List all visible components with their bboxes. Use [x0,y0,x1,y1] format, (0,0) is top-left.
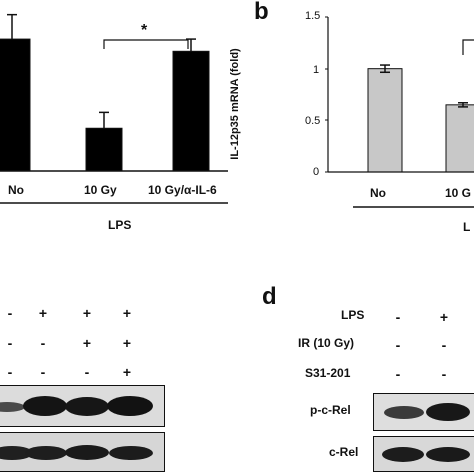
d-sign-r1-c0: - [395,337,401,353]
significance-bracket [103,39,189,49]
c-sign-r1-c1: - [40,335,46,351]
c-sign-r2-c3: + [122,364,132,380]
panel-b-xlabel-no: No [370,186,386,200]
d-sign-r0-c0: - [395,309,401,325]
d-sign-r2-c1: - [441,366,447,382]
c-sign-r0-c1: + [38,305,48,321]
panel-c-blot-lower [0,432,165,472]
c-lower-band-2 [25,446,67,460]
c-sign-r0-c3: + [122,305,132,321]
panel-b-bracket [462,39,474,55]
d-sign-r2-c0: - [395,366,401,382]
d-row-label-ir: IR (10 Gy) [298,336,355,350]
panel-b-letter: b [254,0,269,25]
c-sign-r2-c1: - [40,364,46,380]
panel-b-ylabel: IL-12p35 mRNA (fold) [229,48,241,160]
c-sign-r1-c3: + [122,335,132,351]
d-row-label-lps: LPS [341,308,365,322]
panel-a-group-label: LPS [108,218,132,232]
panel-b-chart [325,16,474,208]
panel-d-blot-c-rel [373,436,474,472]
c-upper-band-3 [65,397,109,416]
panel-b-ytick-0-5: 0.5 [305,115,321,127]
d-p-c-rel-band-1 [384,406,424,419]
panel-a-xlabel-10gy: 10 Gy [84,183,117,197]
c-lower-band-3 [65,445,109,460]
panel-b-ytick-1: 1 [313,64,320,76]
c-lower-band-1 [0,446,33,460]
d-sign-r0-c1: + [439,309,449,325]
c-upper-band-4 [107,396,153,416]
c-sign-r1-c0: - [7,335,13,351]
bar-2 [172,50,210,172]
significance-star: * [141,22,148,39]
d-sign-r1-c1: - [441,337,447,353]
panel-a-xlabel-10gy-anti-il6: 10 Gy/α-IL-6 [148,183,217,197]
d-blot-label-c-rel: c-Rel [329,445,359,459]
d-blot-label-p-c-rel: p-c-Rel [310,403,351,417]
c-upper-band-1 [0,402,25,412]
c-upper-band-2 [23,396,67,416]
bar-0 [367,68,403,173]
c-sign-r0-c2: + [82,305,92,321]
c-lower-band-4 [109,446,153,460]
c-sign-r0-c0: - [7,305,13,321]
bar-0 [0,38,31,172]
panel-b-ytick-1-5: 1.5 [305,10,321,22]
c-sign-r2-c0: - [7,364,13,380]
panel-b-group-label: L [463,220,471,234]
panel-a-xlabel-no: No [8,183,24,197]
panel-d-letter: d [262,283,277,310]
panel-c-blot-upper [0,385,165,427]
d-row-label-s31-201: S31-201 [305,366,351,380]
d-c-rel-band-1 [382,447,424,462]
panel-b-xlabel-10gy: 10 G [445,186,472,200]
bar-1 [85,127,123,172]
d-p-c-rel-band-2 [426,403,470,421]
c-sign-r2-c2: - [84,364,90,380]
panel-a-chart [0,13,228,204]
d-c-rel-band-2 [426,447,470,462]
bar-1 [445,104,474,173]
panel-d-blot-p-c-rel [373,393,474,431]
panel-b-ytick-0: 0 [313,166,320,178]
c-sign-r1-c2: + [82,335,92,351]
